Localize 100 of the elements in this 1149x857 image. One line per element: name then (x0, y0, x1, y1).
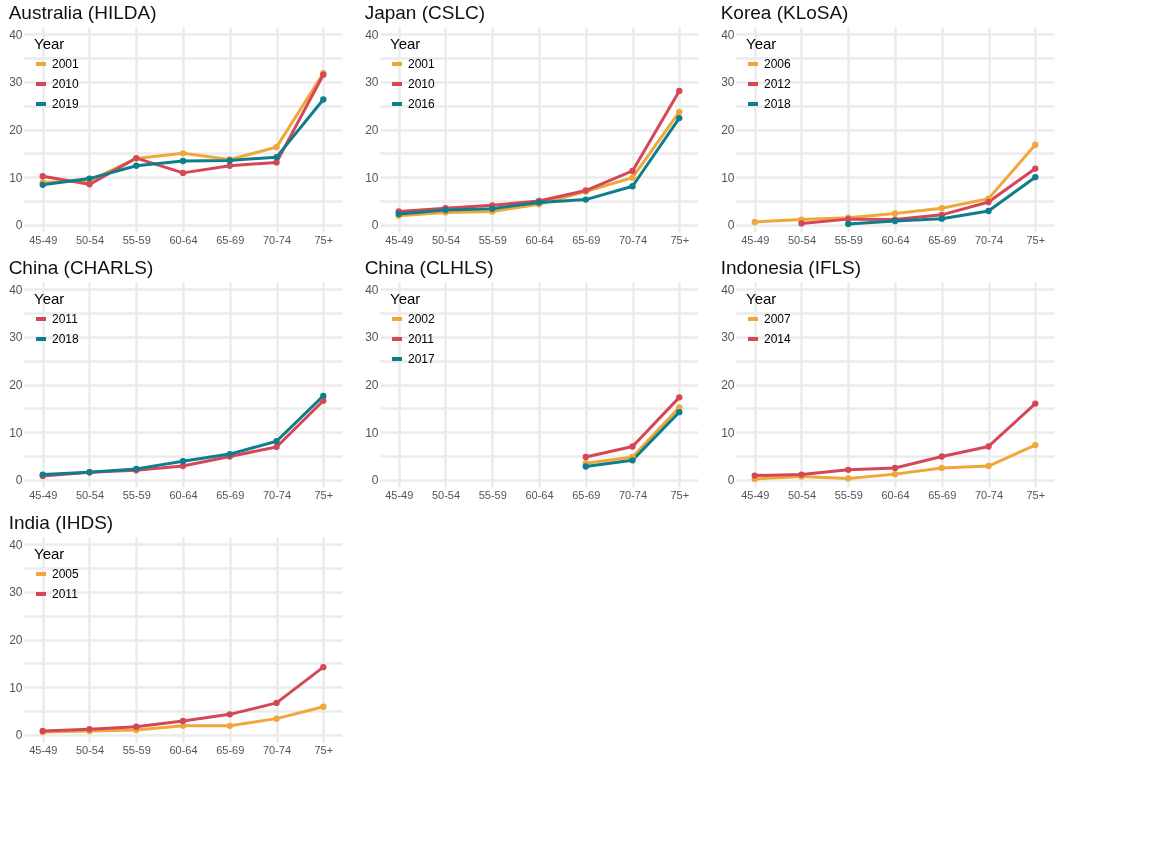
x-tick-label: 50-54 (787, 233, 817, 246)
chart-title: Indonesia (IFLS) (720, 257, 862, 278)
point (676, 394, 683, 401)
y-tick-label: 40 (721, 27, 735, 42)
point (891, 470, 899, 478)
x-tick-label: 55-59 (122, 743, 151, 756)
x-tick-label: 75+ (314, 233, 334, 246)
x-tick-label: 50-54 (75, 743, 105, 756)
y-tick-label: 10 (721, 425, 735, 440)
point (273, 438, 280, 445)
point (629, 174, 636, 181)
y-tick-label: 30 (721, 75, 735, 90)
x-tick-label: 45-49 (29, 233, 58, 246)
y-tick-label: 30 (365, 330, 379, 345)
point (179, 150, 187, 157)
point (985, 462, 992, 470)
point (226, 722, 233, 729)
point (179, 157, 187, 165)
point (179, 458, 187, 465)
point (133, 162, 140, 169)
x-tick-label: 70-74 (618, 233, 648, 246)
y-tick-label: 40 (9, 537, 23, 552)
point (39, 173, 46, 180)
point (629, 167, 636, 175)
y-tick-label: 20 (721, 378, 735, 392)
x-tick-label: 75+ (1026, 233, 1046, 246)
x-tick-label: 60-64 (169, 488, 198, 501)
point (582, 453, 589, 461)
legend-label: 2019 (52, 97, 80, 111)
x-tick-label: 60-64 (881, 233, 910, 246)
point (273, 443, 280, 451)
legend-label: 2011 (52, 587, 79, 601)
y-tick-label: 30 (721, 330, 735, 345)
chart-title: Australia (HILDA) (8, 2, 157, 23)
y-tick-label: 10 (721, 170, 735, 185)
point (751, 472, 758, 479)
y-tick-label: 40 (365, 27, 379, 42)
point (1032, 165, 1039, 172)
x-tick-label: 65-69 (928, 488, 957, 501)
point (1032, 141, 1039, 148)
chart-title: Korea (KLoSA) (720, 2, 849, 23)
point (582, 196, 589, 203)
x-tick-label: 60-64 (525, 233, 554, 246)
legend-title: Year (34, 35, 65, 52)
legend-label: 2007 (764, 312, 792, 326)
point (985, 443, 992, 450)
point (179, 717, 187, 725)
point (273, 699, 280, 707)
x-tick-label: 75+ (1026, 488, 1046, 501)
x-tick-label: 70-74 (262, 488, 292, 501)
legend-title: Year (746, 35, 777, 52)
point (985, 198, 992, 206)
y-tick-label: 30 (365, 75, 379, 90)
y-tick-label: 40 (365, 282, 379, 297)
x-tick-label: 45-49 (741, 233, 770, 246)
y-tick-label: 20 (721, 123, 735, 137)
x-tick-label: 75+ (314, 743, 334, 756)
point (629, 457, 636, 464)
y-tick-label: 10 (9, 170, 23, 185)
x-tick-label: 65-69 (572, 233, 601, 246)
x-tick-label: 55-59 (122, 488, 151, 501)
x-tick-label: 65-69 (216, 233, 245, 246)
y-tick-label: 20 (9, 123, 23, 137)
legend-title: Year (746, 290, 777, 307)
point (179, 462, 187, 470)
point (273, 159, 280, 166)
x-tick-label: 75+ (314, 488, 334, 501)
legend-label: 2012 (764, 77, 792, 91)
x-tick-label: 75+ (670, 233, 690, 246)
x-tick-label: 70-74 (974, 488, 1004, 501)
chart-title: India (IHDS) (8, 512, 114, 533)
legend-label: 2010 (408, 77, 436, 91)
x-tick-label: 70-74 (262, 743, 292, 756)
legend-title: Year (34, 290, 65, 307)
legend-label: 2018 (764, 97, 792, 111)
x-tick-label: 65-69 (216, 488, 245, 501)
point (938, 215, 945, 222)
x-tick-label: 45-49 (385, 488, 414, 501)
legend-label: 2016 (408, 97, 436, 111)
x-tick-label: 55-59 (478, 488, 507, 501)
legend-title: Year (34, 545, 65, 562)
legend-label: 2002 (408, 312, 436, 326)
legend-label: 2006 (764, 57, 792, 71)
point (1032, 400, 1039, 407)
point (320, 96, 327, 103)
y-tick-label: 0 (15, 473, 23, 488)
x-tick-label: 75+ (670, 488, 690, 501)
point (226, 711, 233, 718)
x-tick-label: 60-64 (525, 488, 554, 501)
x-tick-label: 55-59 (834, 488, 863, 501)
point (320, 392, 327, 400)
point (938, 464, 945, 472)
point (985, 207, 992, 215)
y-tick-label: 10 (9, 425, 23, 440)
legend-label: 2011 (52, 312, 79, 326)
point (845, 220, 852, 228)
x-tick-label: 65-69 (572, 488, 601, 501)
point (938, 205, 945, 212)
point (845, 475, 852, 482)
y-tick-label: 20 (365, 378, 379, 392)
